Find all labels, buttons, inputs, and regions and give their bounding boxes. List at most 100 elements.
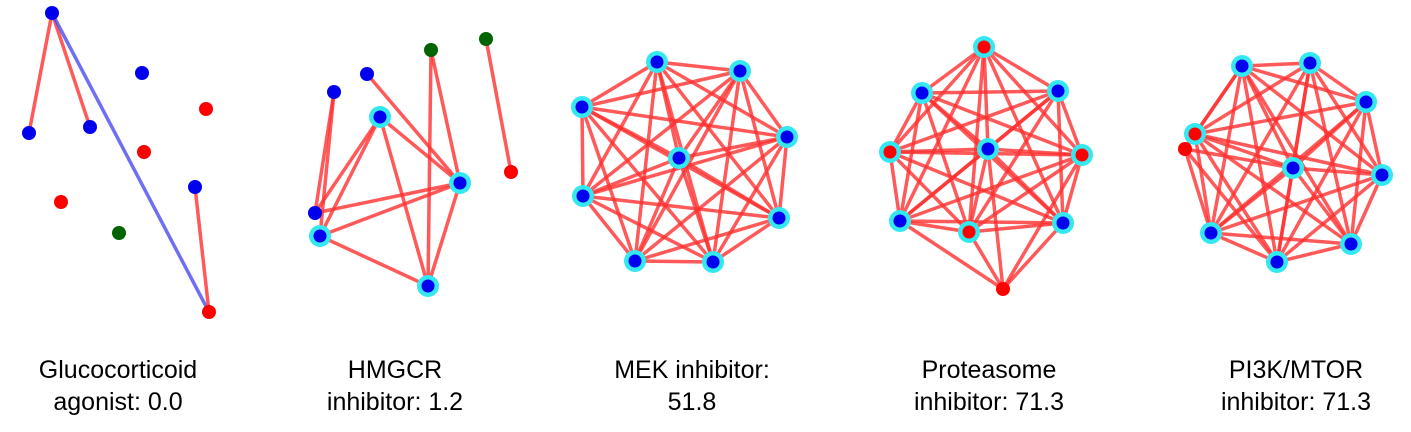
edge-b-f	[920, 91, 1084, 157]
edge-f-h	[581, 194, 637, 263]
caption-proteasome: Proteasome inhibitor: 71.3	[849, 354, 1129, 418]
edge-b-f	[484, 37, 513, 174]
edge-d-i	[1193, 132, 1353, 246]
edge-a-j	[1240, 64, 1279, 264]
node-red	[996, 282, 1010, 296]
edge-a-i	[982, 45, 1065, 225]
edge-b-d	[1193, 61, 1312, 136]
edge-j-i	[1001, 221, 1065, 291]
node-blue	[1056, 216, 1070, 230]
node-blue	[915, 86, 929, 100]
node-blue	[628, 254, 642, 268]
edge-j-h	[967, 230, 1005, 291]
node-red	[977, 40, 991, 54]
edge-h-i	[633, 259, 715, 264]
edge-b-i	[1308, 61, 1353, 246]
node-blue	[1204, 226, 1218, 240]
node-blue	[893, 214, 907, 228]
caption-line-2: agonist: 0.0	[53, 388, 183, 416]
edge-a-b	[1240, 61, 1312, 68]
edge-a-c	[982, 45, 1060, 93]
graph-pi3k	[1178, 52, 1393, 273]
node-blue	[1286, 161, 1300, 175]
edge-i-j	[318, 234, 430, 288]
edge-c-f	[1056, 89, 1084, 157]
node-green	[479, 32, 493, 46]
node-blue	[188, 180, 202, 194]
edge-e-f	[581, 156, 681, 198]
node-blue	[45, 6, 59, 20]
edge-f-j	[1275, 166, 1295, 264]
node-green	[424, 43, 438, 57]
node-blue	[772, 211, 786, 225]
edge-b-d	[738, 69, 789, 139]
node-blue	[1344, 237, 1358, 251]
edge-f-g	[581, 194, 781, 220]
edge-g-j	[193, 185, 211, 314]
edge-f-h	[967, 153, 1084, 234]
caption-line-1: Proteasome	[921, 356, 1057, 384]
node-blue	[733, 64, 747, 78]
edge-c-f	[580, 105, 585, 198]
edge-e-h	[313, 115, 382, 215]
caption-line-2: 51.8	[667, 388, 717, 416]
node-blue	[327, 85, 341, 99]
edge-c-i	[580, 105, 715, 264]
node-blue	[135, 66, 149, 80]
node-blue	[672, 151, 686, 165]
edge-a-e	[982, 45, 990, 151]
node-blue	[1235, 59, 1249, 73]
edge-e-i	[318, 115, 382, 238]
node-blue	[575, 100, 589, 114]
edge-g-h	[313, 181, 462, 215]
node-red	[504, 165, 518, 179]
graph-hmgcr	[308, 32, 518, 297]
caption-line-1: PI3K/MTOR	[1228, 356, 1364, 384]
edge-g-j	[1275, 173, 1384, 264]
edge-e-h	[967, 147, 990, 234]
edge-f-i	[1061, 153, 1084, 225]
edge-e-g	[677, 156, 781, 220]
node-blue	[313, 229, 327, 243]
edge-e-g	[378, 115, 462, 185]
edge-e-j	[1183, 147, 1279, 264]
edge-g-i	[711, 216, 781, 264]
edge-b-c	[1308, 61, 1368, 104]
edge-a-j	[50, 11, 211, 314]
edge-d-j	[1193, 132, 1279, 264]
edge-a-c	[50, 11, 92, 129]
node-blue	[706, 255, 720, 269]
node-blue	[453, 176, 467, 190]
node-blue	[1359, 95, 1373, 109]
edge-g-h	[633, 216, 781, 263]
edge-c-h	[580, 105, 637, 263]
edge-c-d	[1193, 100, 1368, 136]
edge-h-i	[1209, 231, 1353, 246]
edge-e-f	[1183, 147, 1295, 170]
caption-mek: MEK inhibitor: 51.8	[552, 354, 832, 418]
edge-a-b	[655, 60, 742, 73]
edge-b-c	[920, 89, 1060, 95]
caption-line-1: HMGCR	[347, 356, 443, 384]
node-red	[54, 195, 68, 209]
edge-e-f	[986, 147, 1084, 157]
edge-b-h	[920, 91, 971, 234]
edge-h-i	[967, 221, 1065, 234]
caption-line-2: inhibitor: 71.3	[913, 388, 1065, 416]
edge-d-g	[1193, 132, 1384, 177]
edge-a-h	[1209, 64, 1244, 235]
node-red	[962, 225, 976, 239]
edge-g-i	[1349, 173, 1384, 246]
edge-c-g	[365, 72, 462, 185]
edge-b-g	[898, 91, 924, 223]
node-blue	[1051, 84, 1065, 98]
node-blue	[22, 126, 36, 140]
edge-a-c	[580, 60, 659, 109]
node-blue	[576, 189, 590, 203]
node-blue	[373, 110, 387, 124]
node-blue	[360, 67, 374, 81]
edge-a-b	[27, 11, 54, 135]
edge-h-j	[1209, 231, 1279, 264]
edge-b-f	[581, 69, 742, 198]
